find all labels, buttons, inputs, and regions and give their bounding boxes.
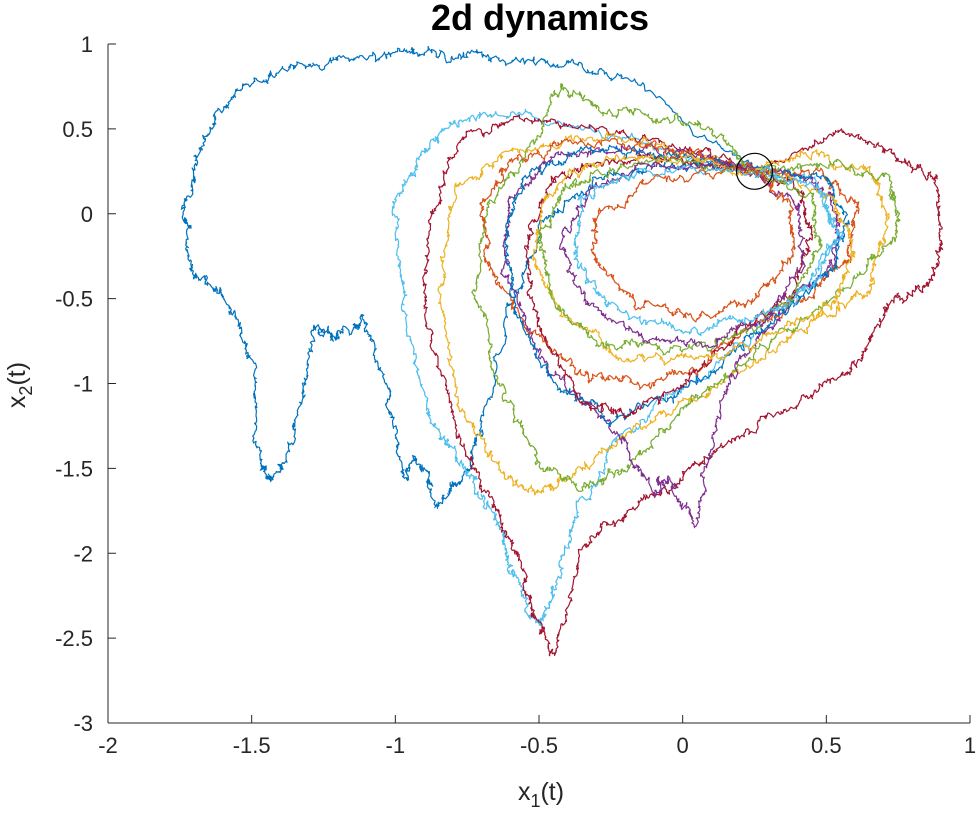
y-axis-label-subscript: 2 (16, 386, 36, 396)
y-axis-label-suffix: (t) (3, 362, 31, 386)
trajectory-series-8 (504, 144, 851, 428)
x-axis-label-suffix: (t) (540, 778, 564, 806)
x-tick-label: -0.5 (520, 733, 558, 758)
trajectory-series-14 (590, 166, 796, 323)
trajectory-series-9 (523, 152, 813, 419)
trajectory-series-1 (180, 45, 756, 509)
trajectory-series-12 (558, 160, 806, 348)
x-tick-label: -1 (386, 733, 406, 758)
x-tick-label: -1.5 (233, 733, 271, 758)
x-tick-label: 0 (677, 733, 689, 758)
x-tick-label: 1 (964, 733, 976, 758)
y-tick-label: -1 (73, 372, 93, 397)
y-tick-label: 0 (81, 202, 93, 227)
trajectory-series-5 (471, 83, 901, 492)
y-tick-label: -2.5 (55, 626, 93, 651)
trajectory-series-10 (532, 154, 856, 366)
y-tick-label: 1 (81, 32, 93, 57)
trajectory-series-3 (422, 114, 944, 657)
y-tick-label: -0.5 (55, 287, 93, 312)
x-tick-label: 0.5 (811, 733, 842, 758)
x-tick-label: -2 (98, 733, 118, 758)
y-tick-label: -2 (73, 541, 93, 566)
x-axis-label: x1(t) (518, 778, 564, 811)
trajectory-series-4 (437, 131, 890, 496)
marker-layer (735, 152, 774, 190)
trajectory-layer (180, 45, 944, 657)
trajectory-series-13 (573, 164, 844, 337)
y-tick-label: 0.5 (62, 117, 93, 142)
y-tick-label: -3 (73, 711, 93, 736)
y-tick-label: -1.5 (55, 456, 93, 481)
start-point-marker (735, 152, 774, 190)
x-axis-label-subscript: 1 (530, 791, 540, 811)
y-axis-label-base: x (3, 395, 31, 408)
trajectory-series-7 (479, 138, 860, 390)
trajectory-series-6 (500, 143, 842, 529)
x-axis-label-base: x (518, 778, 531, 806)
chart-title: 2d dynamics (431, 0, 649, 38)
axes: -2 -1.5 -1 -0.5 0 0.5 1 -3 -2.5 -2 -1.5 -1 -0.5 0 0.5 1 (55, 32, 976, 758)
trajectory-series-11 (537, 155, 823, 356)
y-axis-label: x2(t) (3, 362, 36, 408)
